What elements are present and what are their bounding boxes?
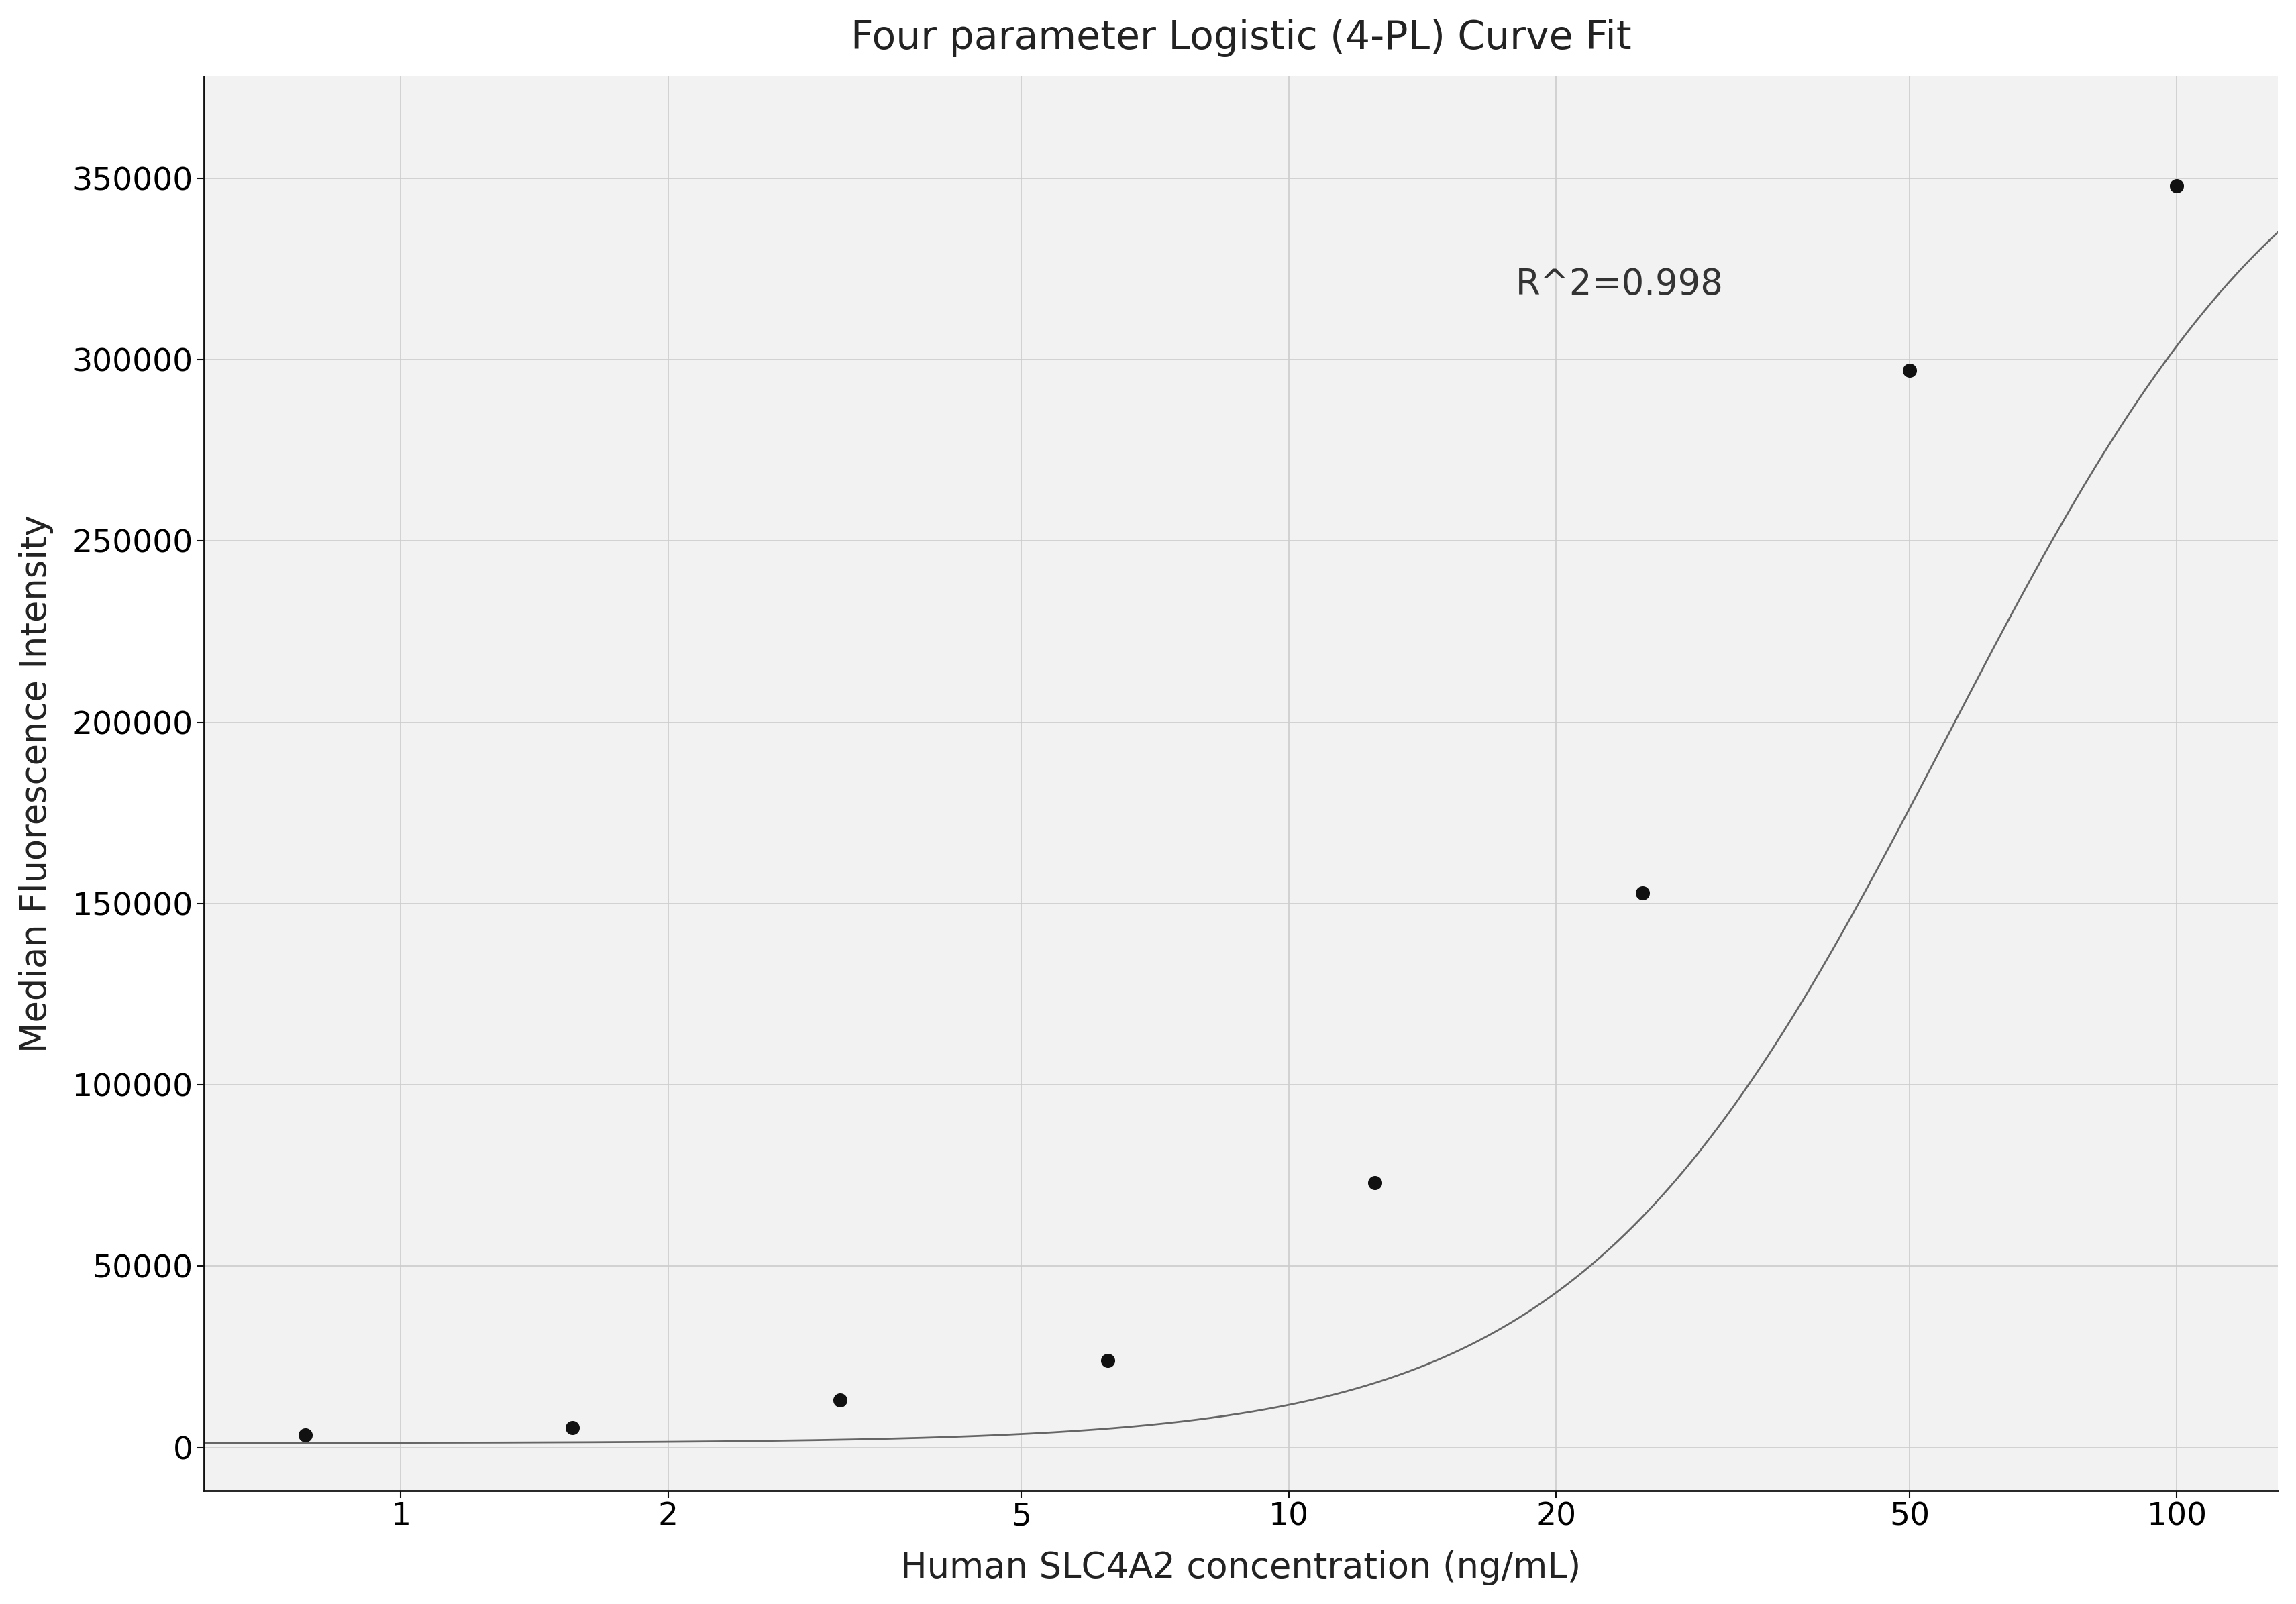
X-axis label: Human SLC4A2 concentration (ng/mL): Human SLC4A2 concentration (ng/mL)	[900, 1551, 1580, 1585]
Point	[1357, 1169, 1394, 1195]
Point	[1890, 358, 1926, 383]
Y-axis label: Median Fluorescence Intensity: Median Fluorescence Intensity	[18, 515, 53, 1052]
Text: R^2=0.998: R^2=0.998	[1515, 266, 1722, 302]
Point	[553, 1415, 590, 1440]
Title: Four parameter Logistic (4-PL) Curve Fit: Four parameter Logistic (4-PL) Curve Fit	[850, 19, 1630, 56]
Point	[822, 1387, 859, 1413]
Point	[1088, 1347, 1125, 1373]
Point	[1623, 881, 1660, 906]
Point	[287, 1421, 324, 1447]
Point	[2158, 173, 2195, 199]
